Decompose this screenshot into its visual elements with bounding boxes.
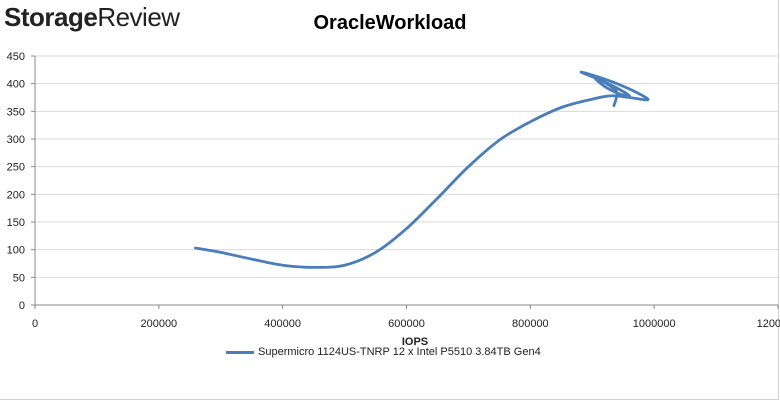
y-tick-label: 0 (19, 300, 25, 312)
legend: Supermicro 1124US-TNRP 12 x Intel P5510 … (226, 345, 541, 359)
brand-logo-part2: Review (97, 2, 180, 32)
x-tick-label: 400000 (264, 318, 301, 330)
brand-logo-part1: Storage (4, 2, 98, 32)
y-tick-label: 100 (7, 245, 25, 257)
brand-logo: StorageReview (4, 2, 180, 33)
x-tick-label: 1000000 (633, 318, 676, 330)
x-tick-label: 200000 (140, 318, 177, 330)
y-tick-label: 300 (7, 134, 25, 146)
x-tick-label: 600000 (388, 318, 425, 330)
x-tick-label: 0 (32, 318, 38, 330)
y-tick-label: 50 (13, 272, 25, 284)
y-tick-label: 350 (7, 106, 25, 118)
y-tick-label: 450 (7, 51, 25, 63)
y-tick-label: 250 (7, 162, 25, 174)
x-tick-label: 800000 (512, 318, 549, 330)
x-axis-label: IOPS (401, 336, 429, 348)
y-tick-label: 400 (7, 79, 25, 91)
y-tick-label: 150 (7, 217, 25, 229)
x-tick-label: 1200000 (757, 318, 780, 330)
legend-swatch (226, 350, 254, 354)
series-line (194, 70, 650, 269)
y-tick-label: 200 (7, 189, 25, 201)
chart-title: OracleWorkload (313, 12, 467, 34)
legend-label: Supermicro 1124US-TNRP 12 x Intel P5510 … (258, 346, 541, 358)
